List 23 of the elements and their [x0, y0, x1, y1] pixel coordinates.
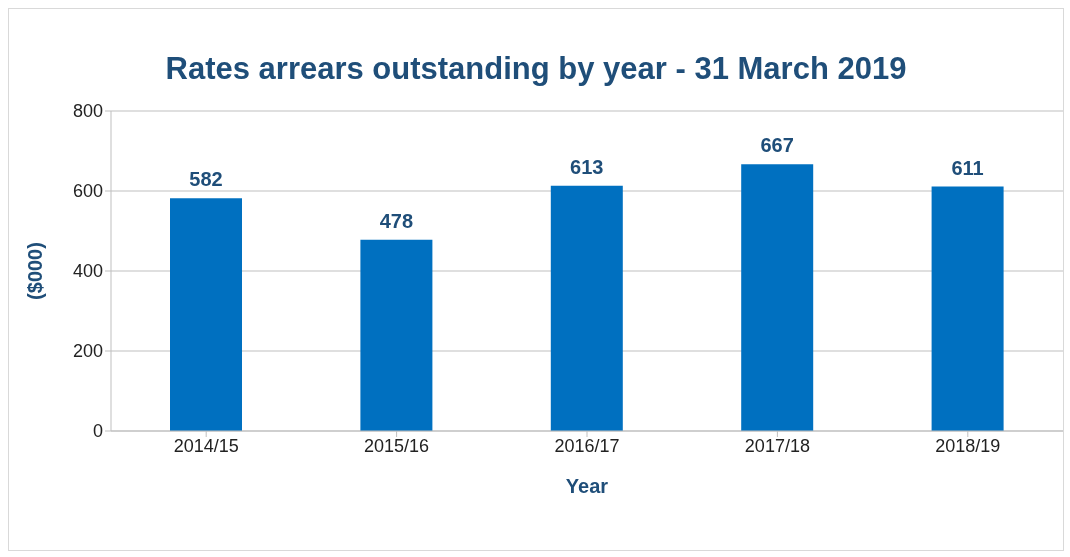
- bar: [741, 164, 814, 431]
- bar: [550, 185, 623, 431]
- y-tick-label: 0: [92, 421, 103, 442]
- x-tick-label: 2015/16: [364, 435, 430, 456]
- data-label: 478: [379, 209, 414, 232]
- y-tick-label: 200: [72, 341, 103, 362]
- y-tick-label: 800: [72, 101, 103, 122]
- x-tick-label: 2018/19: [935, 435, 1001, 456]
- bar: [170, 198, 242, 431]
- data-label: 611: [951, 156, 984, 179]
- y-axis-title: ($000): [24, 242, 47, 300]
- data-label: 582: [189, 168, 223, 191]
- data-label: 613: [570, 155, 604, 178]
- y-tick-label: 400: [72, 261, 103, 282]
- x-tick-label: 2016/17: [554, 435, 620, 456]
- x-tick-label: 2014/15: [173, 435, 239, 456]
- bar: [931, 186, 1004, 431]
- data-label: 667: [760, 134, 794, 157]
- x-tick-label: 2017/18: [744, 435, 810, 456]
- x-axis-title: Year: [565, 475, 609, 497]
- bar: [360, 239, 433, 431]
- chart-title: Rates arrears outstanding by year - 31 March 2019: [164, 50, 908, 88]
- y-tick-label: 600: [72, 181, 103, 202]
